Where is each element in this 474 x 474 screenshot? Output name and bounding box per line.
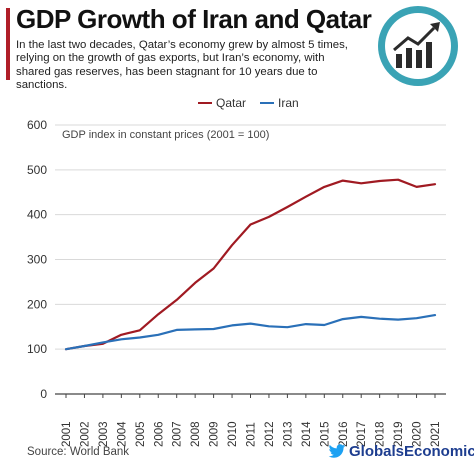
series-line-qatar: [64, 178, 437, 351]
x-tick-label-2014: 2014: [301, 421, 313, 447]
chart-annotation: GDP index in constant prices (2001 = 100…: [62, 129, 269, 141]
legend-label-iran: Iran: [278, 96, 299, 110]
x-tick-label-2021: 2021: [430, 421, 442, 447]
x-tick-label-2010: 2010: [227, 421, 239, 447]
y-tick-label-500: 500: [27, 163, 47, 177]
y-tick-label-400: 400: [27, 208, 47, 222]
x-tick-label-2004: 2004: [116, 421, 128, 447]
rising-bar-chart-icon: [378, 6, 458, 86]
x-tick-label-2015: 2015: [319, 421, 331, 447]
x-tick-label-2008: 2008: [190, 421, 202, 447]
legend-swatch-iran: [260, 102, 275, 104]
x-tick-label-2011: 2011: [246, 422, 258, 447]
series-line-iran: [64, 314, 437, 351]
x-tick-label-2013: 2013: [282, 421, 294, 447]
x-tick-label-2001: 2001: [61, 421, 73, 447]
page-subtitle: In the last two decades, Qatar’s economy…: [16, 39, 348, 92]
x-tick-label-2007: 2007: [172, 421, 184, 447]
y-tick-label-300: 300: [27, 253, 47, 267]
x-tick-label-2012: 2012: [264, 421, 276, 447]
y-tick-label-100: 100: [27, 342, 47, 356]
x-tick-label-2016: 2016: [338, 421, 350, 447]
x-tick-label-2003: 2003: [98, 421, 110, 447]
x-tick-label-2017: 2017: [356, 421, 368, 447]
y-tick-label-200: 200: [27, 297, 47, 311]
title-accent-bar: [6, 8, 10, 80]
x-tick-label-2002: 2002: [79, 421, 91, 447]
legend-item-iran: Iran: [260, 96, 299, 110]
y-tick-label-0: 0: [40, 387, 47, 401]
x-tick-label-2006: 2006: [153, 421, 165, 447]
page-title: GDP Growth of Iran and Qatar: [16, 4, 372, 34]
legend-swatch-qatar: [198, 102, 212, 104]
brand-handle: GlobalsEconomic: [328, 443, 474, 460]
y-tick-label-600: 600: [27, 118, 47, 132]
chart-legend: Qatar Iran: [198, 96, 307, 110]
x-tick-label-2009: 2009: [209, 421, 221, 447]
x-tick-label-2019: 2019: [393, 421, 405, 447]
x-tick-label-2020: 2020: [412, 421, 424, 447]
source-note: Source: World Bank: [27, 446, 130, 458]
x-tick-label-2018: 2018: [375, 421, 387, 447]
twitter-bird-icon: [328, 444, 346, 458]
legend-item-qatar: Qatar: [198, 96, 246, 110]
x-tick-label-2005: 2005: [135, 421, 147, 447]
legend-label-qatar: Qatar: [216, 96, 247, 110]
brand-name: GlobalsEconomic: [349, 443, 474, 460]
